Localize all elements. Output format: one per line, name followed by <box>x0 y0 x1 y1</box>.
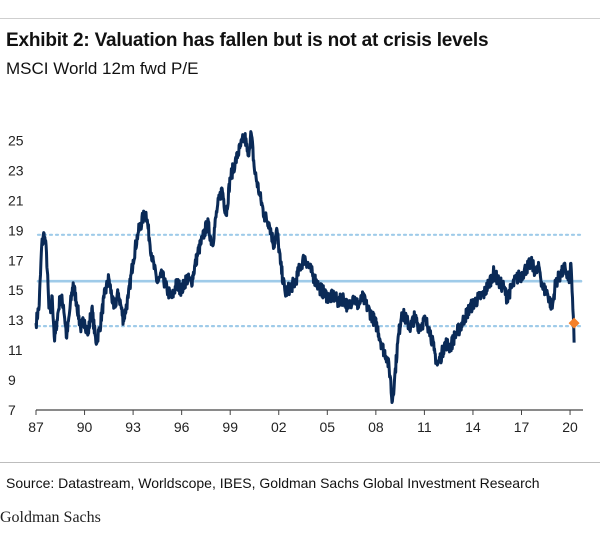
x-tick-label: 05 <box>320 419 336 435</box>
y-axis-ticks: 7 9 11 13 15 17 19 21 23 25 <box>8 132 24 418</box>
x-tick-label: 20 <box>562 419 578 435</box>
x-tick-label: 11 <box>417 419 432 435</box>
pe-series-line <box>34 130 576 404</box>
x-tick-label: 87 <box>28 419 44 435</box>
x-tick-label: 17 <box>514 419 530 435</box>
x-tick-label: 14 <box>465 419 481 435</box>
latest-value-marker <box>568 317 580 329</box>
y-tick-label: 11 <box>8 342 23 358</box>
x-tick-label: 02 <box>271 419 287 435</box>
y-tick-label: 21 <box>8 192 24 208</box>
top-rule <box>0 18 600 19</box>
y-tick-label: 15 <box>8 282 24 298</box>
y-tick-label: 19 <box>8 222 24 238</box>
x-tick-label: 08 <box>368 419 384 435</box>
y-tick-label: 13 <box>8 312 24 328</box>
x-tick-label: 93 <box>125 419 141 435</box>
source-rule <box>0 462 600 463</box>
brand-logo: Goldman Sachs <box>0 509 101 526</box>
latest-value-diamond <box>568 317 580 329</box>
x-tick-label: 96 <box>174 419 190 435</box>
y-tick-label: 17 <box>8 252 24 268</box>
pe-line-chart: 7 9 11 13 15 17 19 21 23 25 87 90 93 96 99 02 05 08 11 14 1… <box>8 130 583 435</box>
y-tick-label: 9 <box>8 372 16 388</box>
x-axis-ticks: 87 90 93 96 99 02 05 08 11 14 17 20 <box>28 410 578 435</box>
chart-title: Exhibit 2: Valuation has fallen but is n… <box>6 30 489 51</box>
y-tick-label: 23 <box>8 162 24 178</box>
x-tick-label: 99 <box>222 419 238 435</box>
x-tick-label: 90 <box>77 419 93 435</box>
y-tick-label: 25 <box>8 132 24 148</box>
chart-subtitle: MSCI World 12m fwd P/E <box>6 59 199 78</box>
y-tick-label: 7 <box>8 402 16 418</box>
source-note: Source: Datastream, Worldscope, IBES, Go… <box>6 475 540 491</box>
